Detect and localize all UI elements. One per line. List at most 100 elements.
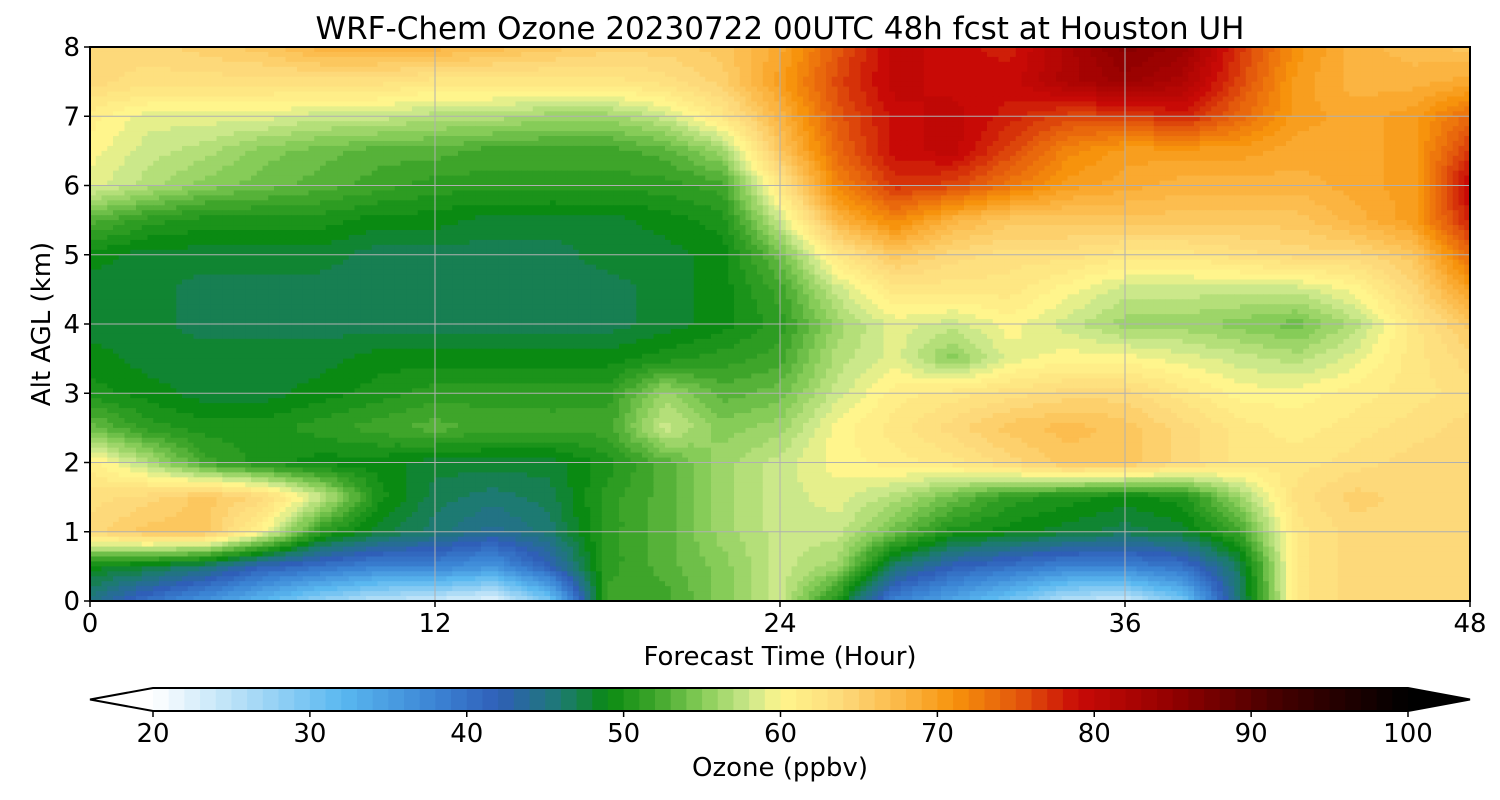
heatmap-cell xyxy=(142,106,148,112)
heatmap-cell xyxy=(700,62,706,68)
heatmap-cell xyxy=(815,116,821,122)
heatmap-cell xyxy=(176,106,182,112)
heatmap-cell xyxy=(475,126,481,132)
heatmap-cell xyxy=(1401,141,1407,147)
heatmap-cell xyxy=(596,52,602,58)
heatmap-cell xyxy=(389,57,395,63)
heatmap-cell xyxy=(159,57,165,63)
heatmap-cell xyxy=(475,136,481,142)
heatmap-cell xyxy=(1303,87,1309,93)
heatmap-cell xyxy=(941,92,947,98)
heatmap-cell xyxy=(884,72,890,78)
heatmap-cell xyxy=(700,141,706,147)
heatmap-cell xyxy=(562,121,568,127)
heatmap-cell xyxy=(251,131,257,137)
heatmap-cell xyxy=(1148,72,1154,78)
heatmap-cell xyxy=(1326,62,1332,68)
heatmap-cell xyxy=(872,126,878,132)
heatmap-cell xyxy=(1303,67,1309,73)
heatmap-cell xyxy=(1246,52,1252,58)
heatmap-cell xyxy=(930,82,936,88)
heatmap-cell xyxy=(613,121,619,127)
heatmap-cell xyxy=(1211,126,1217,132)
heatmap-cell xyxy=(947,116,953,122)
heatmap-cell xyxy=(527,92,533,98)
heatmap-cell xyxy=(102,121,108,127)
heatmap-cell xyxy=(510,57,516,63)
heatmap-cell xyxy=(976,121,982,127)
heatmap-cell xyxy=(866,146,872,152)
heatmap-cell xyxy=(1045,67,1051,73)
heatmap-cell xyxy=(1091,92,1097,98)
heatmap-cell xyxy=(826,82,832,88)
heatmap-cell xyxy=(1275,92,1281,98)
heatmap-cell xyxy=(550,82,556,88)
heatmap-cell xyxy=(1280,106,1286,112)
heatmap-cell xyxy=(309,116,315,122)
heatmap-cell xyxy=(102,72,108,78)
heatmap-cell xyxy=(1062,96,1068,102)
heatmap-cell xyxy=(1223,72,1229,78)
heatmap-cell xyxy=(1395,62,1401,68)
heatmap-cell xyxy=(1441,106,1447,112)
heatmap-cell xyxy=(516,67,522,73)
heatmap-cell xyxy=(1068,121,1074,127)
heatmap-cell xyxy=(935,146,941,152)
heatmap-cell xyxy=(579,87,585,93)
heatmap-cell xyxy=(1418,131,1424,137)
heatmap-cell xyxy=(700,57,706,63)
heatmap-cell xyxy=(590,116,596,122)
heatmap-cell xyxy=(303,121,309,127)
heatmap-cell xyxy=(1056,57,1062,63)
heatmap-cell xyxy=(987,146,993,152)
heatmap-cell xyxy=(901,62,907,68)
heatmap-cell xyxy=(740,101,746,107)
heatmap-cell xyxy=(648,96,654,102)
heatmap-cell xyxy=(1332,126,1338,132)
heatmap-cell xyxy=(1165,106,1171,112)
heatmap-cell xyxy=(809,146,815,152)
heatmap-cell xyxy=(694,87,700,93)
heatmap-cell xyxy=(970,57,976,63)
heatmap-cell xyxy=(447,141,453,147)
heatmap-cell xyxy=(309,126,315,132)
heatmap-cell xyxy=(360,62,366,68)
heatmap-cell xyxy=(734,52,740,58)
heatmap-cell xyxy=(119,146,125,152)
heatmap-cell xyxy=(1056,62,1062,68)
heatmap-cell xyxy=(619,116,625,122)
heatmap-cell xyxy=(642,136,648,142)
heatmap-cell xyxy=(751,136,757,142)
heatmap-cell xyxy=(947,106,953,112)
heatmap-cell xyxy=(1407,72,1413,78)
heatmap-cell xyxy=(1085,141,1091,147)
heatmap-cell xyxy=(935,87,941,93)
heatmap-cell xyxy=(1131,141,1137,147)
heatmap-cell xyxy=(803,96,809,102)
heatmap-cell xyxy=(119,52,125,58)
heatmap-cell xyxy=(1349,67,1355,73)
heatmap-cell xyxy=(832,82,838,88)
heatmap-cell xyxy=(136,82,142,88)
heatmap-cell xyxy=(918,52,924,58)
heatmap-cell xyxy=(671,57,677,63)
heatmap-cell xyxy=(682,141,688,147)
heatmap-cell xyxy=(1240,121,1246,127)
heatmap-cell xyxy=(803,82,809,88)
heatmap-cell xyxy=(222,146,228,152)
heatmap-cell xyxy=(1050,82,1056,88)
heatmap-cell xyxy=(228,116,234,122)
heatmap-cell xyxy=(521,106,527,112)
heatmap-cell xyxy=(171,96,177,102)
heatmap-cell xyxy=(418,116,424,122)
heatmap-cell xyxy=(234,146,240,152)
heatmap-cell xyxy=(1096,146,1102,152)
heatmap-cell xyxy=(142,126,148,132)
heatmap-cell xyxy=(194,146,200,152)
heatmap-cell xyxy=(389,131,395,137)
heatmap-cell xyxy=(849,82,855,88)
heatmap-cell xyxy=(826,131,832,137)
heatmap-cell xyxy=(855,72,861,78)
heatmap-cell xyxy=(337,72,343,78)
heatmap-cell xyxy=(1390,67,1396,73)
